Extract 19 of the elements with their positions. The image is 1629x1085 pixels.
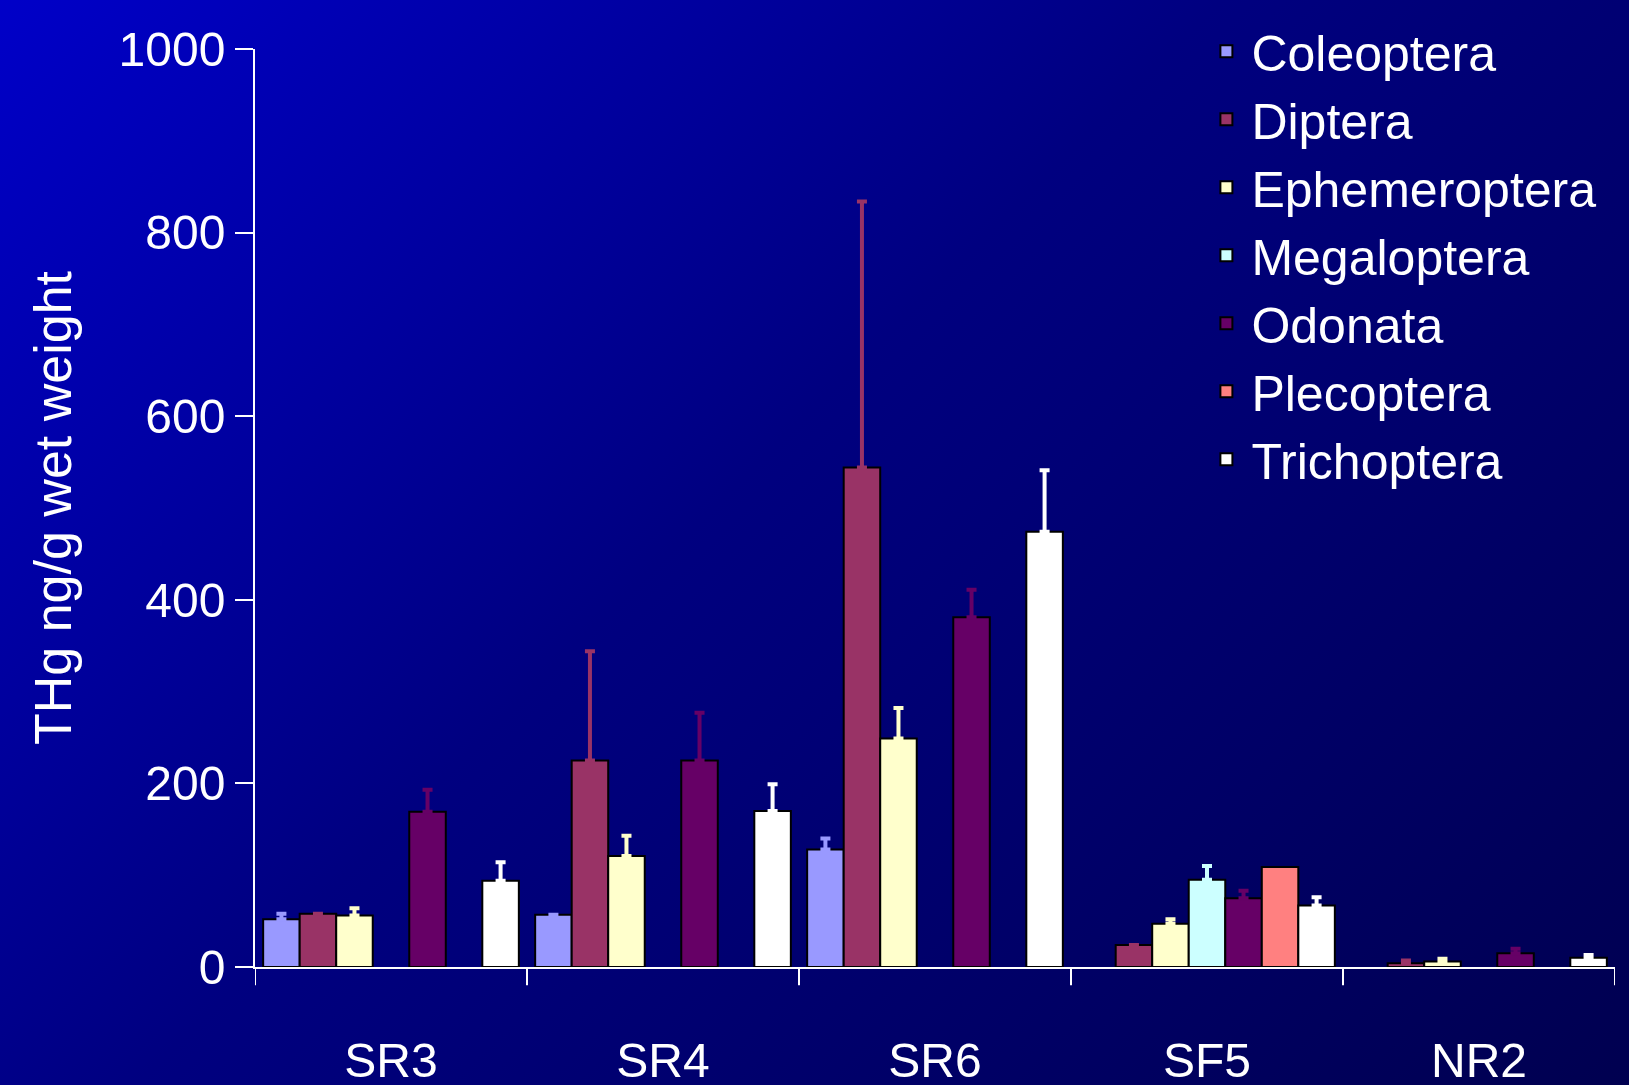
- legend-label: Ephemeroptera: [1251, 161, 1597, 218]
- y-tick-label: 600: [145, 390, 226, 443]
- x-tick-label: SR6: [888, 1033, 982, 1085]
- legend-label: Megaloptera: [1251, 229, 1530, 286]
- y-tick-label: 400: [145, 573, 226, 627]
- legend-label: Diptera: [1251, 93, 1413, 150]
- y-axis-title: THg ng/g wet weight: [24, 270, 83, 746]
- legend-label: Odonata: [1251, 297, 1444, 354]
- y-tick-label: 0: [198, 940, 226, 994]
- y-tick-label: 1000: [118, 22, 226, 76]
- legend-label: Coleoptera: [1251, 25, 1497, 82]
- legend-label: Plecoptera: [1251, 365, 1491, 422]
- legend-label: Trichoptera: [1251, 433, 1503, 490]
- x-tick-label: SR3: [344, 1033, 438, 1085]
- x-tick-label: SF5: [1162, 1033, 1252, 1085]
- x-tick-label: SR4: [616, 1033, 710, 1085]
- y-tick-label: 800: [145, 206, 226, 260]
- x-tick-label: NR2: [1430, 1033, 1528, 1085]
- y-tick-label: 200: [145, 757, 226, 811]
